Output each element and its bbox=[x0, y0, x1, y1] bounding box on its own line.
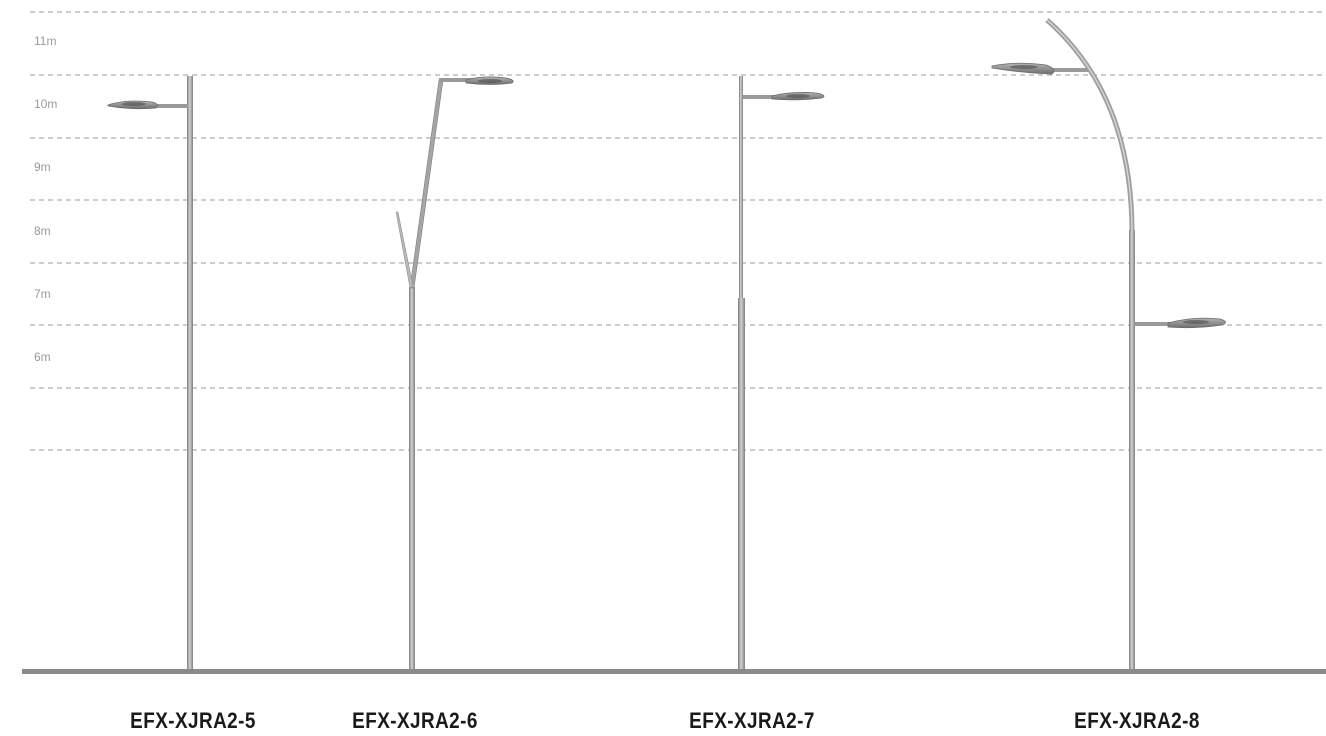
lamp-arm bbox=[150, 104, 188, 108]
lamp-arm bbox=[743, 95, 779, 99]
model-label-efx-xjra2-7: EFX-XJRA2-7 bbox=[689, 708, 815, 733]
model-label-efx-xjra2-8: EFX-XJRA2-8 bbox=[1074, 708, 1200, 733]
lamp-bracket bbox=[439, 78, 473, 82]
lamp-head bbox=[771, 92, 825, 101]
scale-label-7m: 7m bbox=[34, 287, 51, 301]
upper-lamp-arm bbox=[1048, 68, 1088, 72]
upper-lamp-head bbox=[991, 62, 1055, 75]
decorative-fin bbox=[395, 211, 414, 289]
lamp-arm bbox=[409, 79, 444, 289]
lower-lamp-arm bbox=[1134, 322, 1174, 326]
pole-efx-xjra2-7 bbox=[738, 76, 825, 670]
pole-efx-xjra2-8 bbox=[991, 18, 1226, 670]
pole-shaft bbox=[1129, 230, 1135, 670]
lower-lamp-head bbox=[1167, 317, 1226, 329]
model-label-efx-xjra2-6: EFX-XJRA2-6 bbox=[352, 708, 478, 733]
pole-shaft bbox=[187, 76, 193, 670]
ground-line bbox=[22, 669, 1326, 674]
scale-label-10m: 10m bbox=[34, 97, 58, 111]
scale-label-11m: 11m bbox=[34, 34, 57, 48]
pole-efx-xjra2-5 bbox=[107, 76, 193, 670]
scale-label-8m: 8m bbox=[34, 224, 51, 238]
pole-shaft bbox=[409, 287, 415, 670]
height-gridlines bbox=[30, 11, 1326, 451]
lamp-head bbox=[465, 76, 514, 85]
model-label-efx-xjra2-5: EFX-XJRA2-5 bbox=[130, 708, 256, 733]
scale-label-9m: 9m bbox=[34, 160, 51, 174]
scale-label-6m: 6m bbox=[34, 350, 51, 364]
lamp-head bbox=[107, 100, 158, 110]
curved-arm-highlight bbox=[1046, 19, 1133, 233]
pole-shaft-upper bbox=[739, 76, 743, 300]
pole-shaft bbox=[738, 298, 745, 670]
pole-efx-xjra2-6 bbox=[395, 76, 514, 670]
